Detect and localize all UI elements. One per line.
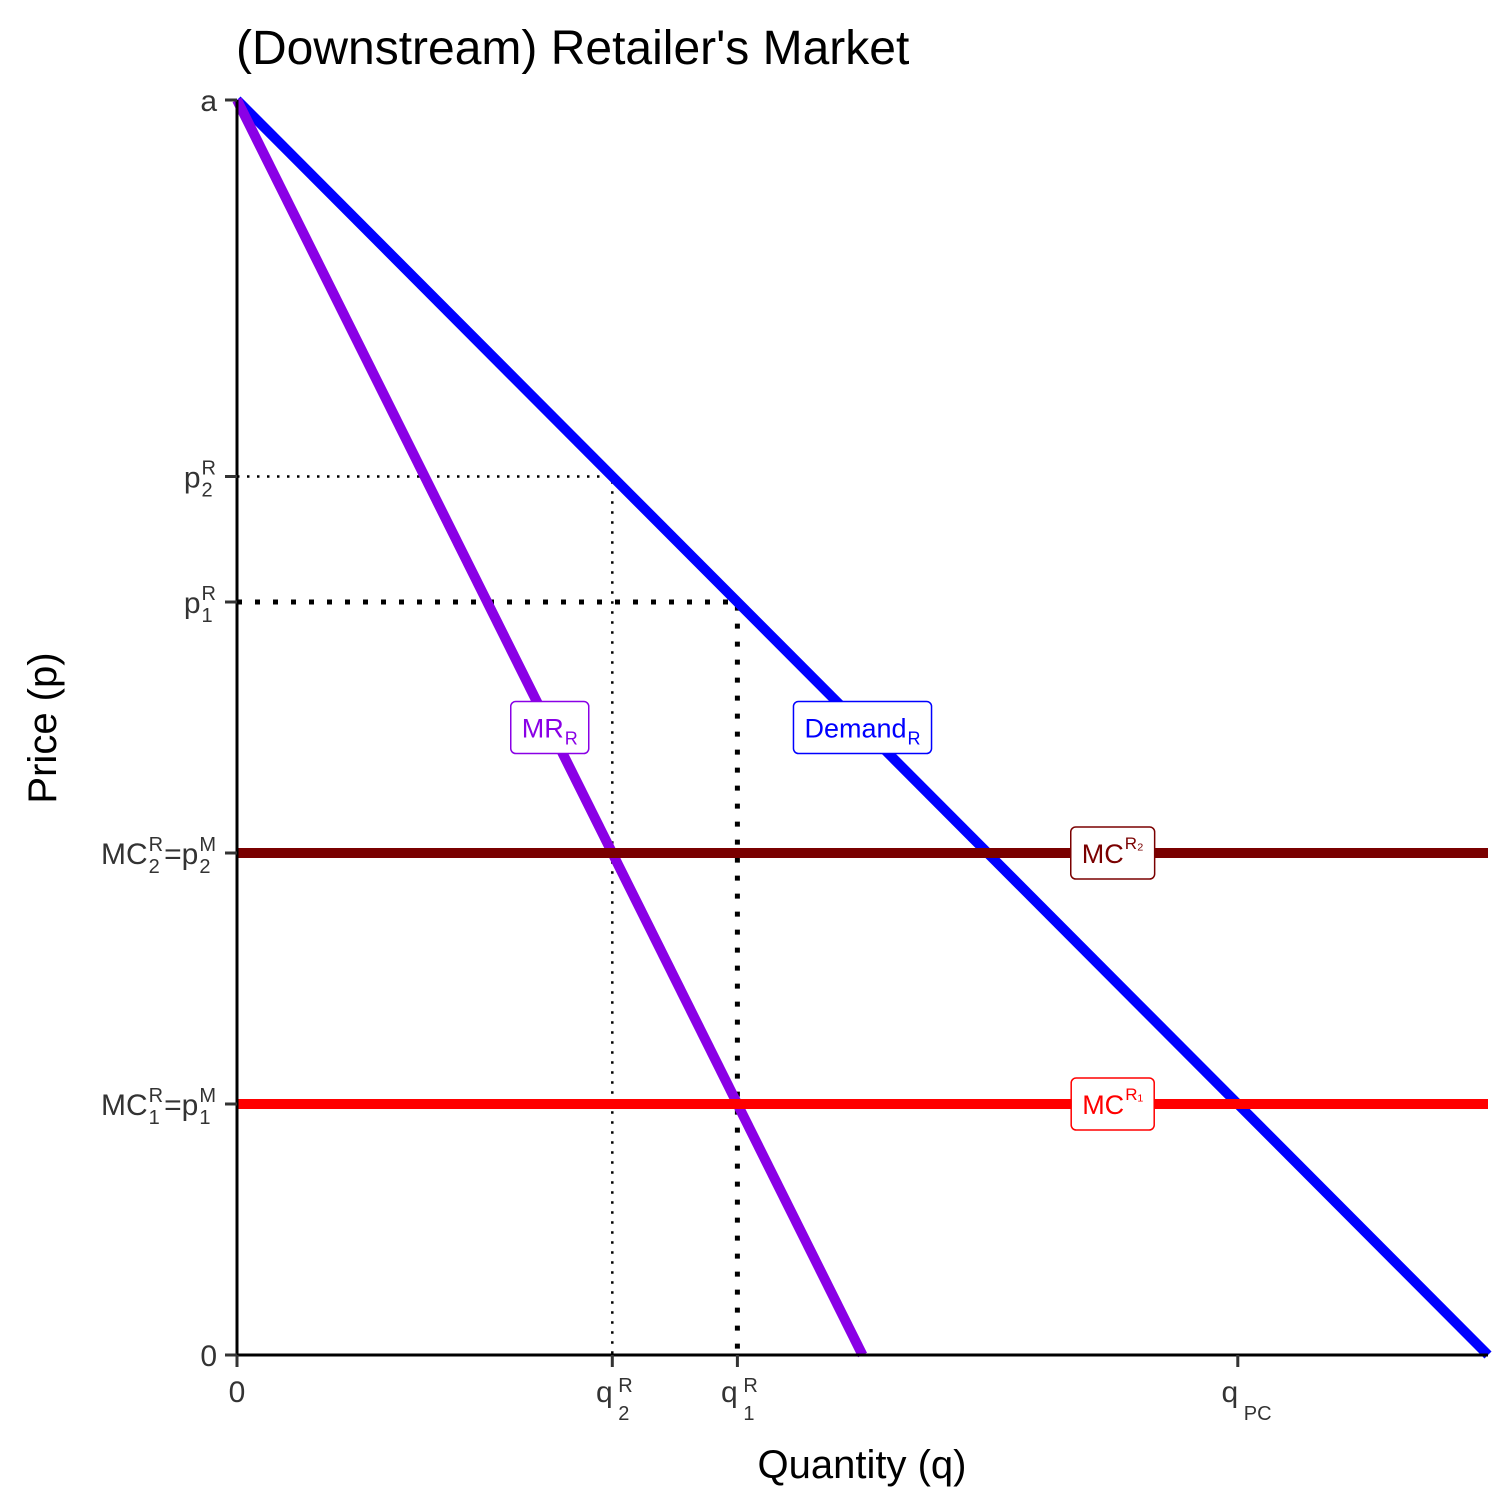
svg-text:1: 1 (199, 1107, 210, 1129)
svg-text:a: a (200, 85, 217, 118)
svg-text:R: R (908, 729, 921, 749)
svg-text:1: 1 (202, 605, 213, 627)
reference-lines (237, 475, 740, 1355)
y-axis-title: Price (p) (21, 652, 65, 803)
y-tick-label: MC R2 = p M2 (101, 834, 216, 878)
svg-text:MC: MC (1082, 839, 1124, 869)
x-tick-label: q R 1 (721, 1375, 758, 1425)
x-tick-label: 0 (229, 1376, 246, 1409)
svg-text:M: M (199, 1085, 216, 1107)
x-tick-label: q PC (1221, 1376, 1271, 1425)
axes (235, 100, 1488, 1357)
svg-text:2: 2 (149, 856, 160, 878)
svg-text:=: = (164, 838, 182, 871)
chart-title: (Downstream) Retailer's Market (236, 22, 909, 75)
svg-text:p: p (184, 462, 201, 495)
y-tick-label: p R2 (184, 458, 216, 502)
svg-text:1: 1 (743, 1403, 754, 1425)
svg-text:=: = (164, 1089, 182, 1122)
reference-line-p2 (237, 475, 614, 1355)
svg-text:R: R (618, 1375, 632, 1397)
svg-text:MC: MC (101, 838, 148, 871)
svg-text:MR: MR (522, 714, 564, 744)
svg-text:R: R (149, 834, 163, 856)
svg-text:0: 0 (200, 1340, 217, 1373)
svg-text:MC: MC (1082, 1090, 1124, 1120)
series-label-demand: Demand R (792, 700, 933, 755)
x-tick-label: q R 2 (596, 1375, 633, 1425)
svg-text:R₁: R₁ (1125, 1085, 1143, 1104)
y-tick-label: 0 (200, 1340, 217, 1373)
svg-text:q: q (1221, 1376, 1238, 1409)
y-tick-label: p R1 (184, 583, 216, 627)
reference-line-p1 (237, 599, 740, 1355)
svg-text:q: q (596, 1376, 613, 1409)
svg-text:p: p (182, 838, 199, 871)
svg-text:R: R (149, 1085, 163, 1107)
svg-text:M: M (199, 834, 216, 856)
y-tick-label: MC R1 = p M1 (101, 1085, 216, 1129)
svg-text:1: 1 (149, 1107, 160, 1129)
svg-text:R₂: R₂ (1125, 834, 1144, 853)
x-axis-title: Quantity (q) (758, 1443, 967, 1487)
svg-text:2: 2 (202, 480, 213, 502)
svg-text:R: R (202, 583, 216, 605)
series-label-mc1: MC R₁ (1070, 1077, 1155, 1131)
svg-text:q: q (721, 1376, 738, 1409)
svg-text:Demand: Demand (804, 714, 906, 744)
svg-text:p: p (182, 1089, 199, 1122)
svg-text:2: 2 (618, 1403, 629, 1425)
svg-text:MC: MC (101, 1089, 148, 1122)
series-label-mr: MR R (510, 700, 590, 755)
series-label-mc2: MC R₂ (1070, 826, 1156, 880)
svg-text:R: R (565, 729, 578, 749)
svg-text:PC: PC (1244, 1403, 1272, 1425)
svg-text:p: p (184, 587, 201, 620)
svg-text:R: R (202, 458, 216, 480)
svg-text:0: 0 (229, 1376, 246, 1409)
y-tick-label: a (200, 85, 217, 118)
svg-text:R: R (743, 1375, 757, 1397)
svg-text:2: 2 (199, 856, 210, 878)
